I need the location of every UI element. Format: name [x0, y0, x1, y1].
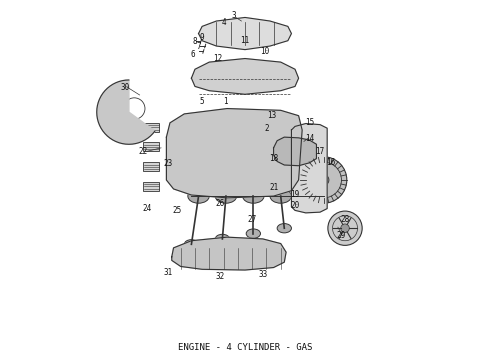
Text: 9: 9: [200, 33, 204, 42]
Text: 32: 32: [216, 272, 224, 281]
Text: 27: 27: [247, 215, 257, 224]
Ellipse shape: [277, 224, 292, 233]
Circle shape: [328, 211, 362, 246]
Text: 29: 29: [337, 231, 346, 240]
Text: 7: 7: [196, 41, 201, 50]
Text: 19: 19: [291, 190, 300, 199]
Polygon shape: [172, 237, 286, 270]
Text: 12: 12: [214, 54, 223, 63]
Polygon shape: [192, 59, 298, 94]
Text: 6: 6: [191, 50, 196, 59]
Text: 21: 21: [269, 183, 278, 192]
Text: 14: 14: [305, 134, 314, 143]
Circle shape: [300, 157, 347, 203]
Ellipse shape: [284, 146, 299, 157]
Text: ENGINE - 4 CYLINDER - GAS: ENGINE - 4 CYLINDER - GAS: [178, 343, 312, 352]
Text: 22: 22: [139, 147, 148, 156]
Ellipse shape: [206, 120, 234, 140]
Ellipse shape: [184, 240, 198, 249]
Ellipse shape: [215, 234, 229, 244]
Ellipse shape: [231, 120, 259, 140]
Ellipse shape: [215, 189, 237, 203]
Text: 3: 3: [232, 11, 237, 20]
Polygon shape: [273, 137, 317, 166]
Polygon shape: [292, 123, 327, 213]
Text: 30: 30: [121, 83, 130, 92]
Polygon shape: [97, 80, 155, 144]
Text: 20: 20: [291, 201, 300, 210]
Ellipse shape: [294, 146, 310, 157]
Polygon shape: [170, 166, 184, 176]
Text: 4: 4: [221, 18, 226, 27]
Ellipse shape: [246, 229, 261, 238]
Text: 1: 1: [223, 97, 228, 106]
Text: 31: 31: [164, 268, 173, 277]
Polygon shape: [167, 109, 302, 198]
Ellipse shape: [256, 120, 284, 140]
Circle shape: [318, 175, 329, 185]
Polygon shape: [143, 162, 159, 171]
Text: 33: 33: [258, 270, 268, 279]
Ellipse shape: [188, 189, 209, 203]
Ellipse shape: [270, 189, 292, 203]
Text: 28: 28: [341, 215, 350, 224]
Text: 15: 15: [305, 118, 314, 127]
Text: 26: 26: [216, 199, 224, 208]
Text: 5: 5: [200, 97, 204, 106]
Polygon shape: [143, 143, 159, 152]
Text: 11: 11: [241, 36, 249, 45]
Polygon shape: [198, 18, 292, 50]
Ellipse shape: [305, 146, 321, 157]
Text: 16: 16: [326, 158, 335, 167]
Text: 17: 17: [316, 147, 325, 156]
Text: 8: 8: [193, 37, 197, 46]
Ellipse shape: [184, 120, 213, 140]
Circle shape: [341, 224, 349, 233]
Text: 24: 24: [142, 204, 151, 213]
Polygon shape: [143, 123, 159, 132]
Polygon shape: [143, 182, 159, 191]
Text: 18: 18: [269, 154, 278, 163]
Text: 2: 2: [264, 124, 269, 133]
Ellipse shape: [273, 146, 289, 157]
Text: 23: 23: [164, 159, 173, 168]
Text: 10: 10: [260, 47, 270, 56]
Text: 13: 13: [267, 111, 276, 120]
Text: 25: 25: [172, 206, 182, 215]
Ellipse shape: [243, 189, 264, 203]
